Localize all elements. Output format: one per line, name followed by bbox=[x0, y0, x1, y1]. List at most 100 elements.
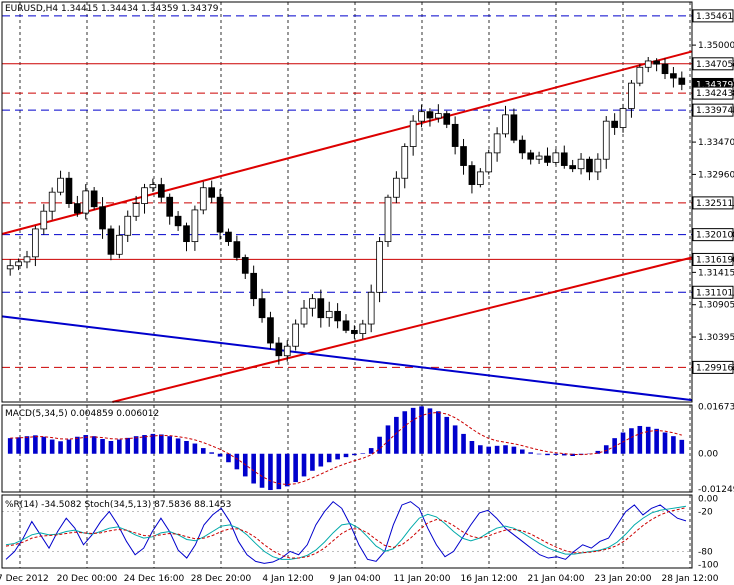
candle-body bbox=[157, 184, 165, 198]
candle-body bbox=[65, 177, 73, 204]
x-tick-label: 28 Dec 20:00 bbox=[191, 574, 252, 584]
y-tick-label: 1.31415 bbox=[698, 268, 734, 278]
candle-body bbox=[602, 120, 610, 160]
candle-body bbox=[90, 190, 98, 208]
price-label-text: 1.31619 bbox=[696, 255, 733, 265]
osc-y-tick-label: -100 bbox=[698, 561, 719, 571]
x-tick-label: 23 Jan 20:00 bbox=[595, 574, 652, 584]
candle-body bbox=[317, 298, 325, 319]
macd-y-tick-label: -0.01249 bbox=[698, 485, 734, 495]
price-label-text: 1.32010 bbox=[696, 231, 733, 241]
candle-body bbox=[351, 329, 358, 334]
candle-body bbox=[300, 307, 308, 325]
y-tick-label: 1.30395 bbox=[698, 333, 734, 343]
panel-frame-2 bbox=[1, 494, 693, 569]
x-tick-label: 4 Jan 12:00 bbox=[262, 574, 314, 584]
candle-body bbox=[40, 210, 48, 230]
candle-body bbox=[48, 191, 56, 212]
candle-body bbox=[141, 187, 148, 204]
oscillator-panel[interactable] bbox=[2, 500, 692, 564]
oscillator-header: %R(14) -34.5082 Stoch(34,5,13) 87.5836 8… bbox=[5, 500, 231, 510]
price-label-text: 1.35461 bbox=[696, 12, 733, 22]
candle-body bbox=[132, 203, 140, 217]
price-label-box bbox=[692, 228, 734, 242]
candle-body bbox=[443, 113, 451, 125]
osc-y-tick-label: -20 bbox=[698, 508, 713, 518]
candle-body bbox=[636, 66, 644, 84]
candle-body bbox=[502, 114, 509, 135]
y-tick-label: 1.35000 bbox=[698, 41, 734, 51]
candle-body bbox=[32, 228, 39, 258]
candle-body bbox=[250, 272, 257, 300]
price-label-text: 1.34379 bbox=[696, 80, 733, 90]
y-tick-label: 1.32960 bbox=[698, 170, 734, 180]
panel-frame-1 bbox=[1, 404, 693, 493]
price-label-box bbox=[692, 196, 734, 210]
candle-body bbox=[476, 171, 484, 185]
candle-body bbox=[23, 256, 31, 263]
x-tick-label: 21 Jan 04:00 bbox=[528, 574, 585, 584]
candle-body bbox=[527, 152, 535, 160]
candle-body bbox=[653, 60, 660, 65]
price-label-box bbox=[692, 103, 734, 117]
oscillator-series-line bbox=[5, 507, 687, 559]
candle-body bbox=[586, 158, 593, 173]
candle-body bbox=[644, 60, 652, 68]
candle-body bbox=[678, 77, 686, 85]
candle-body bbox=[183, 225, 190, 243]
candle-body bbox=[275, 342, 283, 357]
price-header: EURUSD,H4 1.34415 1.34434 1.34359 1.3437… bbox=[5, 4, 219, 14]
oscillator-series-line bbox=[5, 505, 687, 560]
y-tick-label: 1.30905 bbox=[698, 301, 734, 311]
candle-body bbox=[569, 165, 577, 170]
y-tick-label: 1.33470 bbox=[698, 138, 734, 148]
candle-body bbox=[661, 63, 669, 75]
candle-body bbox=[535, 155, 543, 160]
candle-body bbox=[468, 165, 476, 185]
candle-body bbox=[451, 123, 459, 147]
candle-body bbox=[191, 209, 199, 243]
candle-body bbox=[560, 152, 568, 166]
price-label-box bbox=[692, 57, 734, 71]
x-tick-label: 11 Jan 20:00 bbox=[394, 574, 451, 584]
candle-body bbox=[409, 120, 417, 147]
candle-body bbox=[82, 190, 90, 214]
osc-y-tick-label: -80 bbox=[698, 547, 713, 557]
x-tick-label: 20 Dec 00:00 bbox=[57, 574, 118, 584]
price-label-box bbox=[692, 9, 734, 23]
price-label-box bbox=[692, 360, 734, 374]
candle-body bbox=[283, 345, 291, 357]
price-label-text: 1.34243 bbox=[696, 89, 733, 99]
panel-frame-0 bbox=[1, 1, 693, 403]
price-label-text: 1.33974 bbox=[696, 106, 733, 116]
candle-body bbox=[628, 82, 635, 109]
candle-body bbox=[518, 139, 526, 154]
candle-body bbox=[544, 155, 551, 163]
x-tick-label: 28 Jan 12:00 bbox=[662, 574, 719, 584]
price-panel[interactable] bbox=[1, 15, 693, 403]
candle-body bbox=[376, 241, 383, 293]
candle-body bbox=[510, 114, 518, 141]
candle-body bbox=[6, 265, 14, 270]
candle-body bbox=[485, 152, 493, 173]
candle-body bbox=[57, 177, 64, 193]
macd-header: MACD(5,34,5) 0.004859 0.006012 bbox=[5, 409, 159, 419]
candle-body bbox=[124, 215, 132, 236]
candle-body bbox=[401, 146, 409, 179]
candle-body bbox=[208, 187, 216, 198]
macd-y-tick-label: 0.00 bbox=[698, 450, 718, 460]
candle-body bbox=[594, 158, 602, 173]
candle-body bbox=[334, 310, 341, 322]
candle-body bbox=[149, 184, 157, 189]
candle-body bbox=[99, 206, 106, 230]
candle-body bbox=[199, 187, 207, 211]
candle-body bbox=[174, 215, 182, 227]
candle-body bbox=[393, 177, 400, 198]
price-label-text: 1.29916 bbox=[696, 363, 733, 373]
candle-body bbox=[325, 310, 333, 319]
candle-body bbox=[166, 196, 174, 217]
candle-body bbox=[426, 111, 434, 119]
macd-panel[interactable] bbox=[7, 406, 685, 491]
